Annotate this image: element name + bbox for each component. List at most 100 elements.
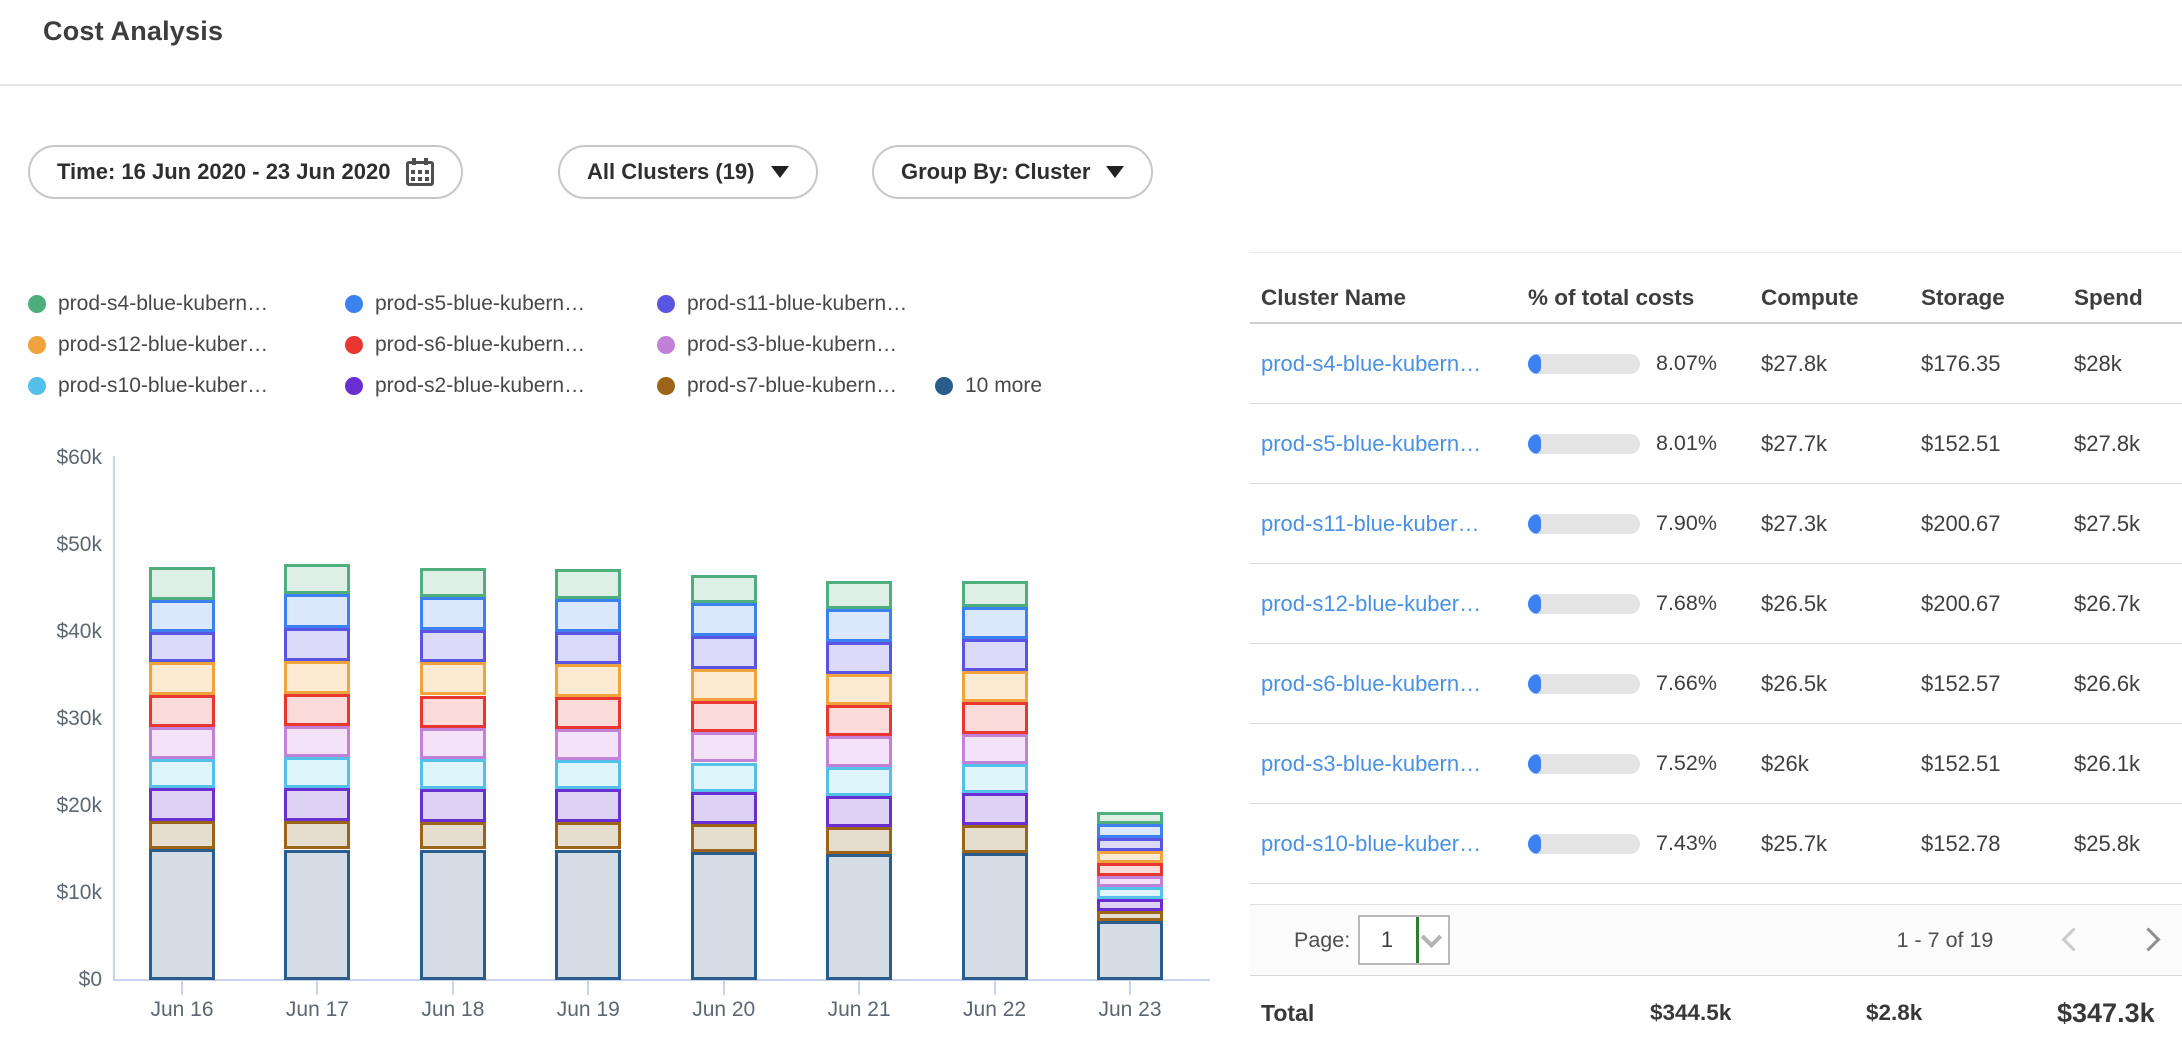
bar-segment-jun-17-series-1[interactable]	[284, 593, 351, 628]
bar-segment-jun-18-series-1[interactable]	[419, 597, 486, 631]
bar-segment-jun-20-series-7[interactable]	[690, 792, 757, 825]
group-by-dropdown[interactable]: Group By: Cluster	[872, 145, 1154, 199]
bar-segment-jun-16-series-6[interactable]	[149, 759, 215, 788]
bar-segment-jun-22-series-1[interactable]	[961, 606, 1028, 639]
bar-segment-jun-21-series-1[interactable]	[826, 609, 893, 642]
legend-item-series-4[interactable]: prod-s6-blue-kubern…	[345, 330, 585, 360]
bar-segment-jun-18-series-0[interactable]	[419, 567, 486, 598]
legend-item-series-1[interactable]: prod-s5-blue-kubern…	[345, 289, 585, 319]
bar-segment-jun-17-series-8[interactable]	[284, 820, 351, 850]
bar-segment-jun-16-series-2[interactable]	[149, 632, 215, 663]
bar-segment-jun-23-series-8[interactable]	[1097, 911, 1163, 921]
bar-segment-jun-19-series-4[interactable]	[555, 697, 622, 729]
bar-segment-jun-20-series-1[interactable]	[690, 603, 757, 637]
bar-segment-jun-21-series-2[interactable]	[826, 641, 893, 674]
bar-segment-jun-23-series-1[interactable]	[1097, 823, 1163, 838]
bar-segment-jun-17-series-0[interactable]	[284, 564, 351, 594]
bar-segment-jun-19-series-8[interactable]	[555, 821, 622, 850]
bar-segment-jun-19-more[interactable]	[555, 849, 622, 980]
legend-item-series-5[interactable]: prod-s3-blue-kubern…	[657, 330, 897, 360]
bar-segment-jun-19-series-6[interactable]	[555, 759, 622, 790]
bar-segment-jun-19-series-2[interactable]	[555, 632, 622, 665]
bar-segment-jun-18-series-5[interactable]	[419, 727, 486, 759]
legend-item-series-7[interactable]: prod-s2-blue-kubern…	[345, 371, 585, 401]
bar-segment-jun-18-series-2[interactable]	[419, 630, 486, 663]
cluster-name-link[interactable]: prod-s12-blue-kuber…	[1261, 591, 1482, 616]
bar-segment-jun-17-series-5[interactable]	[284, 725, 351, 758]
bar-segment-jun-21-series-4[interactable]	[826, 705, 893, 737]
legend-item-series-3[interactable]: prod-s12-blue-kuber…	[28, 330, 268, 360]
bar-segment-jun-19-series-1[interactable]	[555, 598, 622, 632]
bar-segment-jun-22-series-0[interactable]	[961, 580, 1028, 607]
bar-segment-jun-20-series-0[interactable]	[690, 574, 757, 604]
bar-segment-jun-18-more[interactable]	[419, 849, 486, 980]
bar-segment-jun-17-series-2[interactable]	[284, 627, 351, 661]
bar-segment-jun-16-more[interactable]	[149, 848, 215, 980]
bar-segment-jun-17-series-7[interactable]	[284, 787, 351, 821]
bar-segment-jun-16-series-8[interactable]	[149, 820, 215, 849]
bar-segment-jun-19-series-7[interactable]	[555, 789, 622, 822]
bar-segment-jun-22-series-6[interactable]	[961, 764, 1028, 793]
bar-segment-jun-23-series-3[interactable]	[1097, 850, 1163, 864]
time-range-filter[interactable]: Time: 16 Jun 2020 - 23 Jun 2020	[28, 145, 464, 199]
page-select[interactable]: 1	[1358, 915, 1450, 965]
cluster-name-link[interactable]: prod-s11-blue-kuber…	[1261, 511, 1480, 536]
legend-item-series-6[interactable]: prod-s10-blue-kuber…	[28, 371, 268, 401]
previous-page-icon[interactable]	[2061, 927, 2086, 952]
legend-item-series-0[interactable]: prod-s4-blue-kubern…	[28, 289, 268, 319]
bar-segment-jun-16-series-0[interactable]	[149, 566, 215, 600]
bar-segment-jun-22-series-2[interactable]	[961, 638, 1028, 672]
bar-segment-jun-18-series-7[interactable]	[419, 788, 486, 822]
bar-segment-jun-23-more[interactable]	[1097, 920, 1163, 980]
bar-segment-jun-16-series-4[interactable]	[149, 694, 215, 727]
bar-segment-jun-18-series-3[interactable]	[419, 662, 486, 696]
bar-segment-jun-20-series-2[interactable]	[690, 636, 757, 669]
bar-segment-jun-20-series-3[interactable]	[690, 668, 757, 701]
bar-segment-jun-21-series-0[interactable]	[826, 580, 893, 610]
bar-segment-jun-23-series-5[interactable]	[1097, 875, 1163, 888]
bar-segment-jun-22-more[interactable]	[961, 852, 1028, 980]
bar-segment-jun-16-series-1[interactable]	[149, 599, 215, 632]
cluster-name-link[interactable]: prod-s3-blue-kubern…	[1261, 751, 1482, 776]
bar-segment-jun-17-series-6[interactable]	[284, 757, 351, 788]
bar-segment-jun-22-series-7[interactable]	[961, 792, 1028, 826]
bar-segment-jun-16-series-5[interactable]	[149, 726, 215, 760]
bar-segment-jun-22-series-5[interactable]	[961, 733, 1028, 765]
bar-segment-jun-16-series-3[interactable]	[149, 662, 215, 695]
bar-segment-jun-16-series-7[interactable]	[149, 787, 215, 821]
bar-segment-jun-18-series-8[interactable]	[419, 821, 486, 850]
bar-segment-jun-18-series-6[interactable]	[419, 759, 486, 789]
bar-segment-jun-21-series-5[interactable]	[826, 736, 893, 767]
cluster-name-link[interactable]: prod-s10-blue-kuber…	[1261, 831, 1482, 856]
bar-segment-jun-20-series-4[interactable]	[690, 700, 757, 733]
bar-segment-jun-23-series-2[interactable]	[1097, 837, 1163, 851]
bar-segment-jun-20-more[interactable]	[690, 852, 757, 980]
bar-segment-jun-22-series-8[interactable]	[961, 825, 1028, 853]
bar-segment-jun-21-more[interactable]	[826, 853, 893, 980]
clusters-filter-dropdown[interactable]: All Clusters (19)	[558, 145, 818, 199]
cluster-name-link[interactable]: prod-s4-blue-kubern…	[1261, 351, 1482, 376]
bar-segment-jun-17-series-3[interactable]	[284, 660, 351, 694]
bar-segment-jun-21-series-8[interactable]	[826, 826, 893, 854]
bar-segment-jun-23-series-0[interactable]	[1097, 811, 1163, 824]
bar-segment-jun-19-series-5[interactable]	[555, 728, 622, 760]
bar-segment-jun-17-more[interactable]	[284, 849, 351, 980]
bar-segment-jun-19-series-3[interactable]	[555, 664, 622, 698]
legend-item-series-8[interactable]: prod-s7-blue-kubern…	[657, 371, 897, 401]
bar-segment-jun-20-series-5[interactable]	[690, 732, 757, 763]
bar-segment-jun-21-series-6[interactable]	[826, 766, 893, 796]
bar-segment-jun-18-series-4[interactable]	[419, 695, 486, 728]
bar-segment-jun-19-series-0[interactable]	[555, 569, 622, 599]
bar-segment-jun-23-series-7[interactable]	[1097, 898, 1163, 912]
bar-segment-jun-20-series-6[interactable]	[690, 762, 757, 793]
bar-segment-jun-20-series-8[interactable]	[690, 824, 757, 853]
bar-segment-jun-23-series-4[interactable]	[1097, 863, 1163, 876]
next-page-icon[interactable]	[2136, 927, 2161, 952]
bar-segment-jun-17-series-4[interactable]	[284, 693, 351, 726]
bar-segment-jun-21-series-7[interactable]	[826, 795, 893, 827]
legend-item-series-2[interactable]: prod-s11-blue-kubern…	[657, 289, 907, 319]
bar-segment-jun-22-series-4[interactable]	[961, 702, 1028, 734]
legend-item-more[interactable]: 10 more	[935, 371, 1042, 401]
cluster-name-link[interactable]: prod-s5-blue-kubern…	[1261, 431, 1482, 456]
cluster-name-link[interactable]: prod-s6-blue-kubern…	[1261, 671, 1482, 696]
